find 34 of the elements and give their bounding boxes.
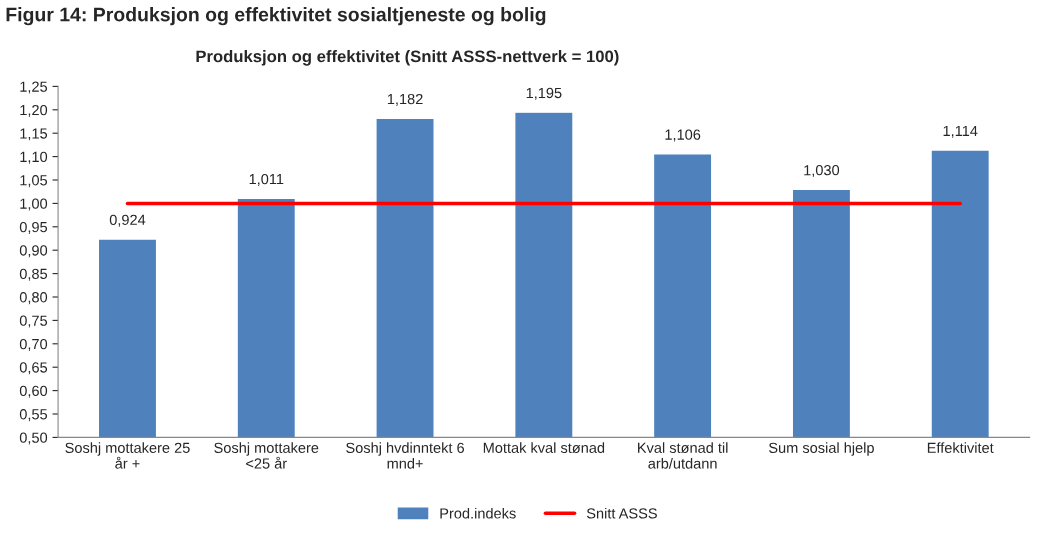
data-label: 1,011: [249, 173, 284, 186]
y-tick-label: 0,80: [19, 292, 48, 305]
y-tick-label: 0,65: [19, 362, 48, 375]
x-tick-label: Effektivitet: [927, 442, 994, 453]
chart-title: Produksjon og effektivitet (Snitt ASSS-nettverk = 100): [196, 50, 619, 66]
y-tick-label: 0,60: [19, 385, 48, 398]
y-tick-label: 0,70: [19, 338, 48, 351]
y-tick-label: 1,25: [20, 81, 48, 94]
data-label: 1,030: [804, 165, 840, 178]
data-label: 1,114: [943, 125, 978, 138]
y-tick-label: 0,90: [19, 245, 48, 258]
y-tick-label: 1,15: [20, 128, 48, 141]
y-tick-label: 0,50: [19, 432, 48, 445]
legend-label: Snitt ASSS: [586, 507, 657, 519]
y-tick-label: 0,85: [19, 268, 48, 281]
x-tick-label: Soshj mottakere 25 år +: [65, 442, 190, 469]
legend-label: Prod.indeks: [440, 507, 516, 519]
y-tick-label: 0,95: [19, 221, 48, 234]
y-tick-label: 1,05: [20, 175, 48, 188]
y-tick-label: 0,55: [19, 409, 48, 422]
y-tick-label: 1,00: [20, 198, 48, 211]
x-tick-label: Soshj hvdinntekt 6 mnd+: [346, 442, 464, 469]
x-tick-label: Sum sosial hjelp: [768, 442, 874, 456]
data-label: 1,182: [387, 93, 423, 106]
y-tick-label: 0,75: [19, 315, 48, 328]
data-label: 1,195: [526, 87, 562, 100]
x-tick-label: Mottak kval stønad: [483, 442, 605, 454]
y-tick-label: 1,10: [20, 151, 48, 164]
x-tick-label: Soshj mottakere <25 år: [214, 442, 319, 469]
text: Figur 14: Produksjon og effektivitet sosialtjeneste og bolig: [6, 7, 546, 26]
data-label: 1,106: [665, 129, 701, 142]
y-tick-label: 1,20: [20, 104, 48, 117]
data-label: 0,924: [109, 214, 146, 227]
x-tick-label: Kval stønad til arb/utdann: [638, 442, 728, 469]
